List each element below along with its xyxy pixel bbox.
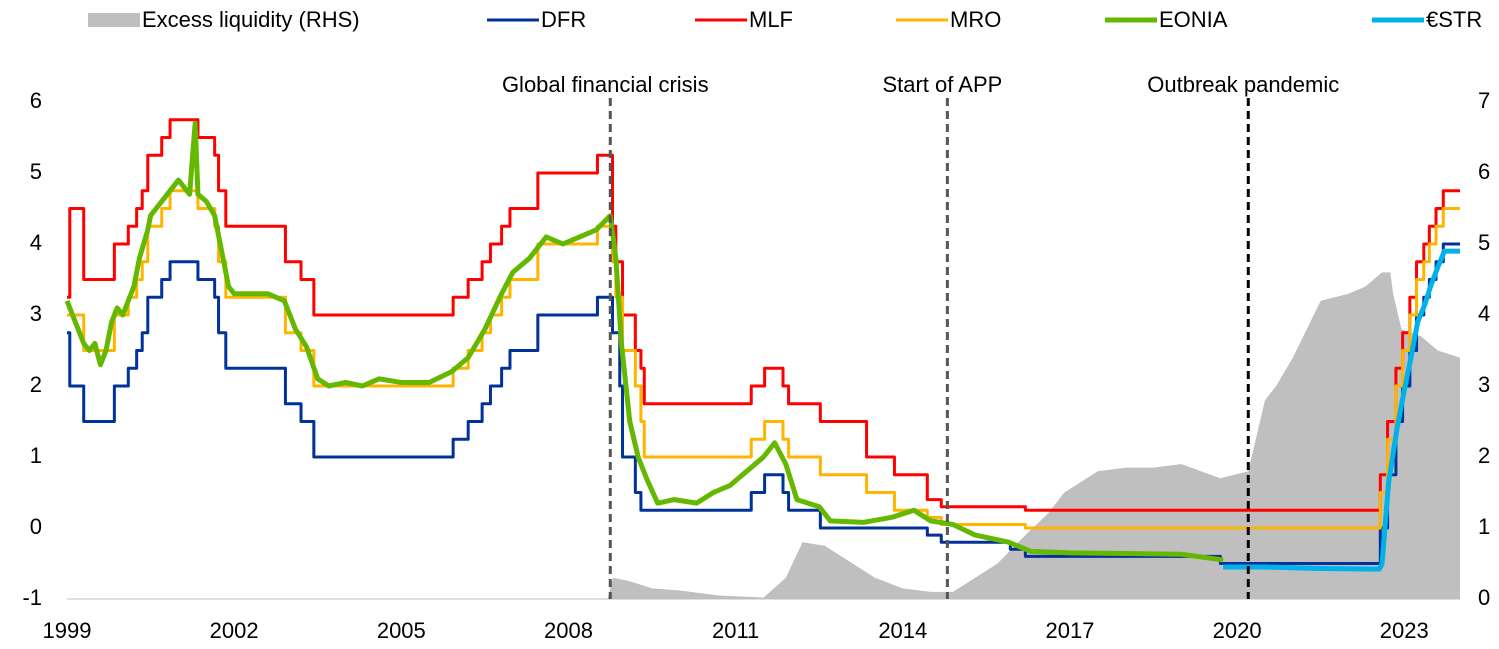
x-tick-label: 2002 [210, 618, 259, 643]
y2-tick-label: 5 [1478, 230, 1490, 255]
y-tick-label: 3 [30, 301, 42, 326]
line-layer [64, 118, 1460, 572]
legend-label: €STR [1426, 7, 1482, 32]
x-tick-label: 2008 [544, 618, 593, 643]
front-layer: -1 0 1 2 3 4 5 6 0 1 2 3 4 5 6 7 1999 2002 2005 2008 2011 201… [22, 7, 1490, 643]
legend-label: MRO [950, 7, 1001, 32]
legend-label: EONIA [1159, 7, 1228, 32]
x-tick-label: 2011 [712, 618, 759, 643]
annotation-label: Global financial crisis [502, 72, 709, 97]
line [1223, 248, 1460, 572]
legend-label: DFR [541, 7, 586, 32]
area [67, 272, 1460, 599]
legend-label: MLF [749, 7, 793, 32]
y2-tick-label: 1 [1478, 514, 1490, 539]
x-tick-label: 1999 [43, 618, 92, 643]
x-tick-label: 2020 [1213, 618, 1262, 643]
y-tick-label: 1 [30, 443, 42, 468]
y2-tick-label: 7 [1478, 88, 1490, 113]
area-layer [67, 272, 1460, 599]
y-tick-label: -1 [22, 585, 42, 610]
y-tick-label: 5 [30, 159, 42, 184]
x-tick-label: 2005 [377, 618, 426, 643]
x-tick-label: 2014 [878, 618, 927, 643]
y-tick-label: 4 [30, 230, 42, 255]
y2-tick-label: 2 [1478, 443, 1490, 468]
line [67, 118, 1460, 512]
annotation-label: Outbreak pandemic [1147, 72, 1339, 97]
x-tick-label: 2023 [1380, 618, 1429, 643]
y2-tick-label: 6 [1478, 159, 1490, 184]
y-tick-label: 6 [30, 88, 42, 113]
y2-tick-label: 3 [1478, 372, 1490, 397]
annotation-label: Start of APP [882, 72, 1002, 97]
y-tick-label: 2 [30, 372, 42, 397]
line [64, 120, 1224, 563]
x-tick-label: 2017 [1045, 618, 1094, 643]
y-tick-label: 0 [30, 514, 42, 539]
legend-label: Excess liquidity (RHS) [142, 7, 360, 32]
y2-tick-label: 0 [1478, 585, 1490, 610]
legend-swatch [88, 13, 140, 27]
y2-tick-label: 4 [1478, 301, 1490, 326]
